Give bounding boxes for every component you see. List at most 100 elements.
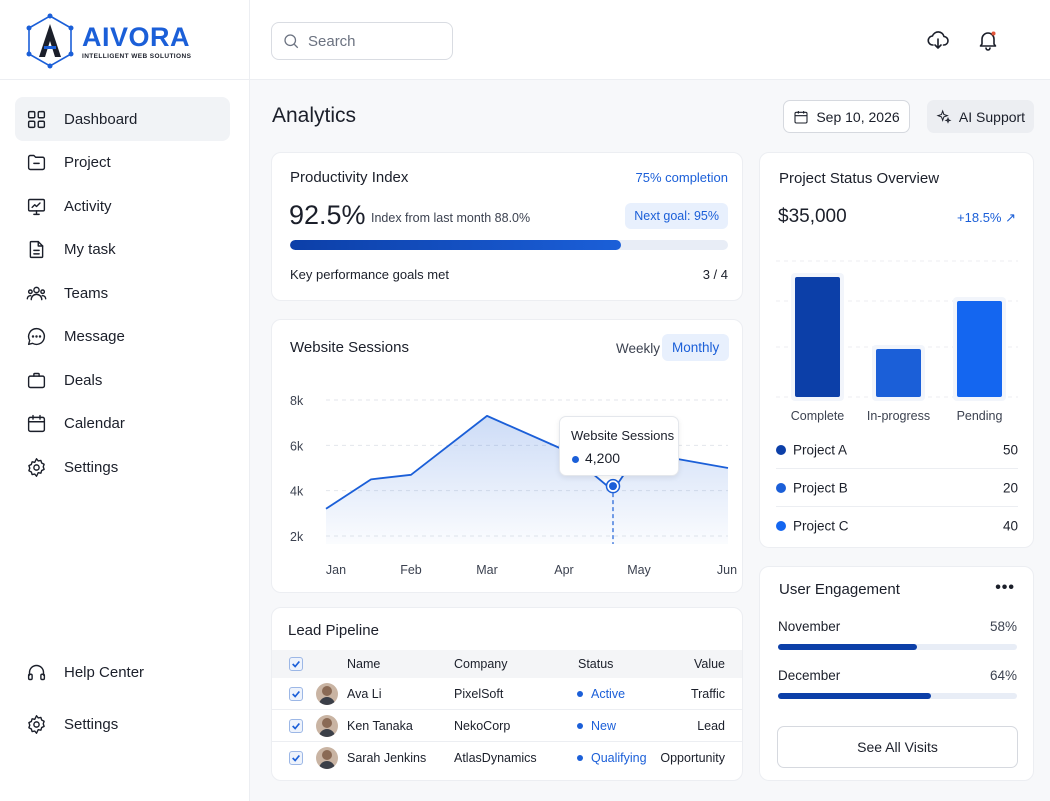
sidebar-item-project[interactable]: Project	[15, 141, 230, 185]
select-all-checkbox[interactable]	[289, 657, 303, 671]
chart-tooltip: Website Sessions 4,200	[559, 416, 679, 476]
sidebar-item-teams[interactable]: Teams	[15, 271, 230, 315]
table-row[interactable]: Ava Li PixelSoft Active Traffic	[272, 678, 742, 710]
column-header[interactable]: Name	[347, 657, 381, 671]
sidebar-item-settings[interactable]: Settings	[15, 445, 230, 489]
productivity-card: Productivity Index 75% completion 92.5% …	[271, 152, 743, 301]
brand-logo[interactable]: AIVORA INTELLIGENT WEB SOLUTIONS	[22, 12, 222, 70]
table-row[interactable]: Ken Tanaka NekoCorp New Lead	[272, 710, 742, 742]
lead-name: Sarah Jenkins	[347, 751, 427, 765]
page-title: Analytics	[272, 104, 357, 127]
sidebar-item-label: Calendar	[64, 415, 125, 432]
users-icon	[25, 282, 47, 304]
tooltip-value: 4,200	[585, 450, 621, 466]
tooltip-title: Website Sessions	[571, 428, 675, 443]
goals-count: 3 / 4	[702, 267, 728, 282]
avatar	[316, 747, 338, 769]
change-indicator: +18.5% ↗	[957, 210, 1016, 225]
engagement-percent: 58%	[989, 619, 1017, 634]
lead-value: Lead	[697, 718, 725, 733]
sidebar-item-label: Activity	[64, 197, 112, 215]
lead-value: Traffic	[690, 686, 725, 701]
ai-support-button[interactable]: AI Support	[927, 100, 1034, 133]
table-row[interactable]: Sarah Jenkins AtlasDynamics Qualifying O…	[272, 742, 742, 774]
engagement-bar	[778, 693, 1017, 699]
gear-icon	[25, 713, 47, 735]
sparkle-icon	[936, 108, 952, 124]
lead-company: NekoCorp	[454, 718, 511, 733]
sidebar-item-my-task[interactable]: My task	[15, 228, 230, 272]
avatar	[316, 714, 338, 737]
sidebar-item-message[interactable]: Message	[15, 315, 230, 359]
avatar	[316, 682, 338, 705]
sidebar-divider	[0, 79, 250, 80]
lead-company: PixelSoft	[454, 686, 504, 701]
date-picker-button[interactable]: Sep 10, 2026	[783, 100, 910, 133]
x-tick-label: May	[627, 563, 651, 577]
engagement-fill	[778, 644, 917, 650]
y-tick-label: 8k	[290, 394, 304, 408]
area-fill	[326, 415, 728, 544]
search-input[interactable]	[308, 32, 448, 50]
status-dot	[577, 690, 583, 697]
row-checkbox[interactable]	[289, 686, 303, 701]
x-tick-label: Mar	[476, 563, 498, 577]
cloud-download-button[interactable]	[926, 28, 950, 52]
bar-category-label: In-progress	[867, 409, 930, 423]
sidebar-item-label: Project	[64, 154, 111, 171]
column-header[interactable]: Company	[454, 657, 508, 671]
calendar-icon	[794, 110, 808, 124]
legend-item: Project A 50	[776, 431, 1018, 469]
legend-dot	[776, 444, 786, 455]
lead-status: Active	[591, 686, 626, 701]
row-checkbox[interactable]	[289, 751, 303, 765]
bar-category-label: Complete	[791, 409, 845, 423]
column-header[interactable]: Status	[578, 657, 614, 671]
legend-value: 40	[1002, 518, 1018, 534]
sidebar-item-activity[interactable]: Activity	[15, 184, 230, 228]
document-icon	[25, 239, 47, 261]
sidebar-item-calendar[interactable]: Calendar	[15, 402, 230, 446]
status-dot	[577, 755, 583, 761]
legend-item: Project C 40	[776, 507, 1018, 545]
search-box[interactable]	[271, 22, 453, 60]
sessions-area-chart: 2k 4k 6k 8k Jan Feb Mar Apr May Jun	[290, 394, 737, 577]
productivity-progress-bar	[290, 240, 728, 250]
sidebar-item-label: Settings	[64, 458, 119, 476]
lead-pipeline-card: Lead Pipeline Name Company Status Value …	[271, 607, 743, 781]
progress-fill	[290, 240, 621, 250]
brand-name: AIVORA	[82, 21, 191, 52]
user-engagement-card: User Engagement ••• November 58% Decembe…	[759, 566, 1034, 781]
sidebar-item-dashboard[interactable]: Dashboard	[15, 97, 230, 141]
x-tick-label: Apr	[554, 563, 573, 577]
x-tick-label: Feb	[400, 563, 422, 577]
sidebar-item-help-center[interactable]: Help Center	[15, 650, 230, 694]
column-header[interactable]: Value	[693, 657, 725, 671]
goals-label: Key performance goals met	[290, 267, 449, 282]
legend-value: 50	[1002, 442, 1018, 457]
sidebar-item-settings-bottom[interactable]: Settings	[15, 702, 230, 746]
notifications-button[interactable]	[976, 28, 1000, 52]
project-amount: $35,000	[778, 206, 847, 227]
search-icon	[284, 34, 299, 49]
message-icon	[25, 326, 47, 348]
row-checkbox[interactable]	[289, 718, 303, 733]
more-options-icon[interactable]: •••	[995, 579, 1015, 596]
briefcase-icon	[25, 369, 47, 391]
sidebar-item-deals[interactable]: Deals	[15, 358, 230, 402]
engagement-bar	[778, 644, 1017, 650]
completion-link[interactable]: 75% completion	[635, 170, 729, 185]
productivity-value: 92.5%	[289, 200, 366, 230]
tab-monthly[interactable]: Monthly	[662, 334, 730, 361]
card-title: Productivity Index	[290, 169, 409, 186]
project-status-bar-chart: Complete In-progress Pending	[776, 260, 1018, 423]
engagement-label: November	[778, 619, 841, 634]
tab-weekly[interactable]: Weekly	[616, 340, 661, 356]
legend-value: 20	[1002, 480, 1018, 495]
see-all-visits-button[interactable]: See All Visits	[777, 726, 1018, 768]
card-title: Project Status Overview	[779, 170, 940, 187]
y-tick-label: 6k	[290, 439, 304, 453]
y-tick-label: 2k	[290, 530, 304, 544]
project-status-card: Complete In-progress Pending Project Statu…	[759, 152, 1034, 548]
lead-company: AtlasDynamics	[454, 751, 537, 765]
